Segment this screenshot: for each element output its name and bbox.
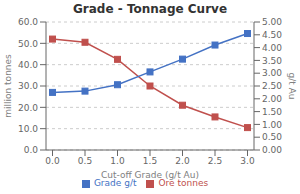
svg-text:1.00: 1.00 [262, 120, 282, 130]
svg-text:million tonnes: million tonnes [8, 54, 13, 118]
svg-text:0.5: 0.5 [78, 156, 92, 166]
html-text:Grade - Tonnage Curve: Grade - Tonnage Curve [73, 2, 227, 16]
svg-text:1.0: 1.0 [110, 156, 125, 166]
svg-text:3.50: 3.50 [262, 56, 282, 66]
svg-text:2.5: 2.5 [208, 156, 222, 166]
svg-text:2.00: 2.00 [262, 94, 282, 104]
svg-text:0.00: 0.00 [262, 145, 282, 155]
svg-text:2.50: 2.50 [262, 81, 282, 91]
svg-text:3.00: 3.00 [262, 68, 282, 78]
svg-text:20.0: 20.0 [18, 103, 38, 113]
svg-text:Cut-off Grade (g/t Au): Cut-off Grade (g/t Au) [101, 170, 199, 180]
svg-text:5.00: 5.00 [262, 18, 282, 27]
svg-text:1.50: 1.50 [262, 107, 282, 117]
html-text:Ore tonnes: Ore tonnes [158, 178, 209, 188]
svg-text:4.50: 4.50 [262, 30, 282, 40]
svg-text:g/t Au: g/t Au [287, 73, 292, 100]
svg-text:0.50: 0.50 [262, 132, 282, 142]
svg-text:0.0: 0.0 [24, 145, 39, 155]
svg-text:0.0: 0.0 [45, 156, 60, 166]
svg-text:50.0: 50.0 [18, 39, 38, 49]
svg-text:40.0: 40.0 [18, 60, 38, 70]
svg-text:4.00: 4.00 [262, 43, 282, 53]
svg-text:60.0: 60.0 [18, 18, 38, 27]
html-text:Grade g/t: Grade g/t [93, 178, 137, 188]
svg-text:2.0: 2.0 [175, 156, 190, 166]
svg-text:1.5: 1.5 [143, 156, 157, 166]
svg-text:3.0: 3.0 [240, 156, 255, 166]
svg-text:10.0: 10.0 [18, 124, 38, 134]
svg-text:30.0: 30.0 [18, 81, 38, 91]
